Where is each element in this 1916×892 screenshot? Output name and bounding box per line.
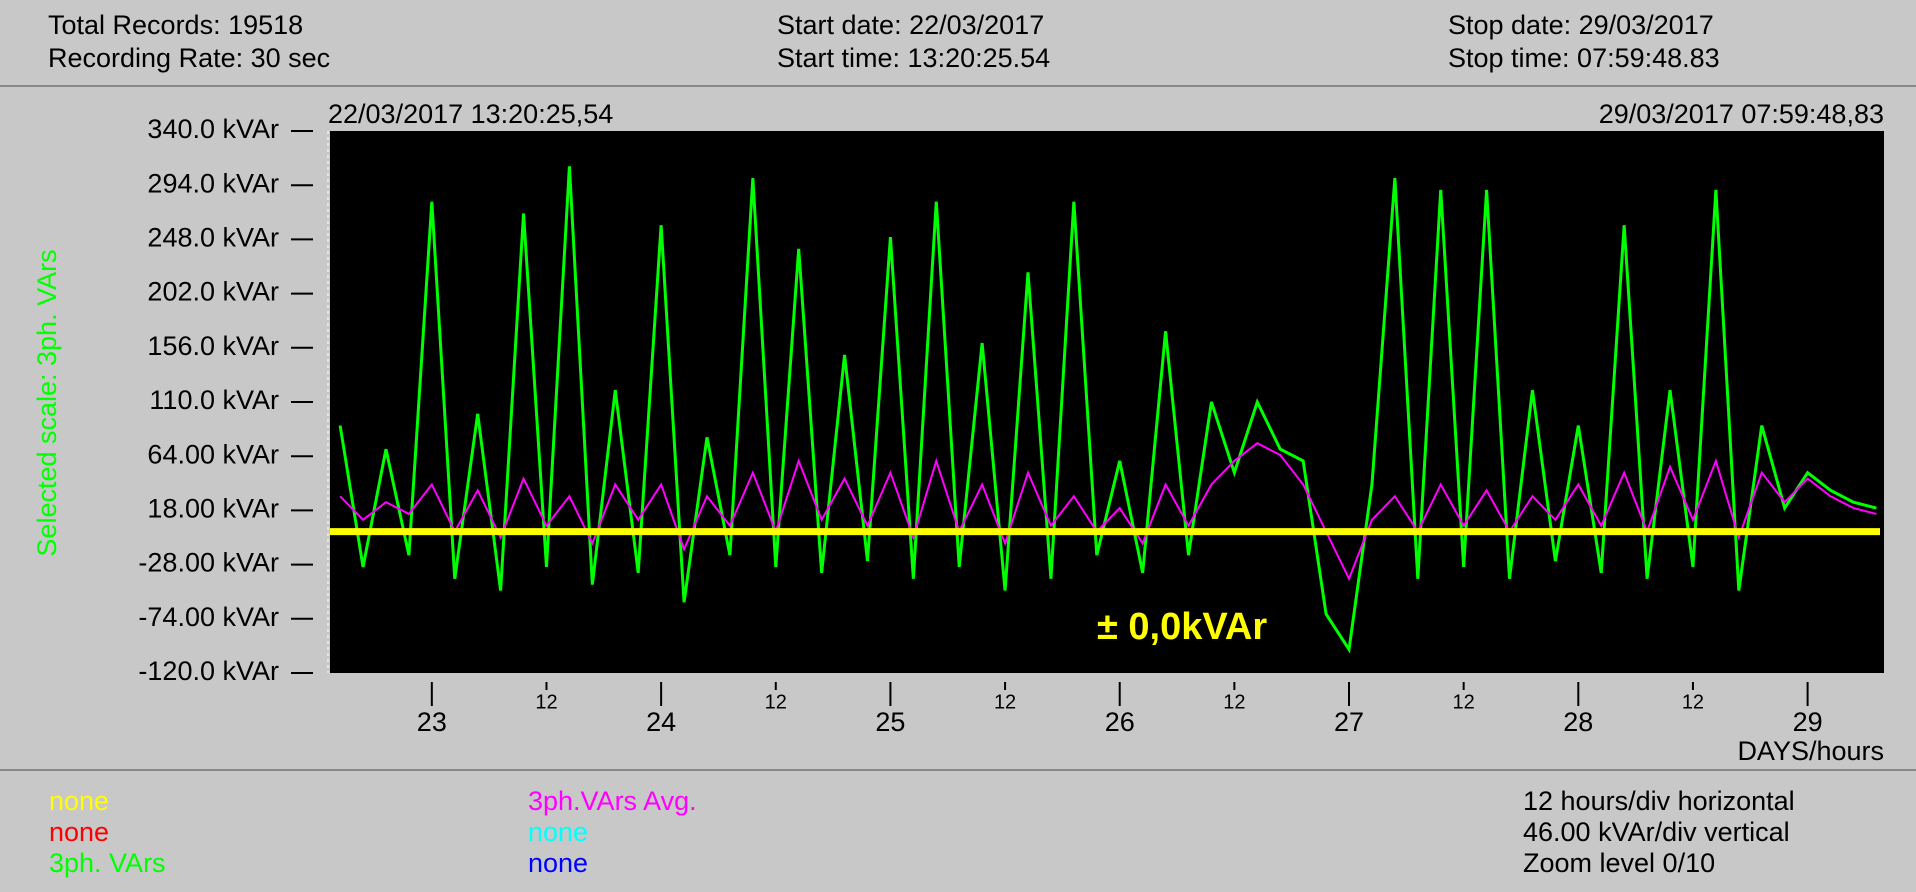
y-tick-label: -120.0 kVAr (138, 656, 279, 686)
y-axis-label: Selected scale: 3ph. VArs (32, 249, 62, 556)
y-tick-label: -28.00 kVAr (138, 548, 279, 578)
scale-info: 12 hours/div horizontal (1523, 786, 1795, 816)
x-tick-hour: 12 (1223, 691, 1245, 713)
y-tick-label: 294.0 kVAr (147, 168, 279, 198)
legend-entry: none (528, 848, 588, 878)
series-line (338, 166, 1877, 654)
start-time: Start time: 13:20:25.54 (777, 43, 1050, 73)
y-tick-label: 340.0 kVAr (147, 114, 279, 144)
x-tick-hour: 12 (1453, 691, 1475, 713)
y-tick-label: 64.00 kVAr (147, 439, 279, 469)
recording-rate: Recording Rate: 30 sec (48, 43, 330, 73)
legend-entry: 3ph. VArs (49, 848, 166, 878)
start-date: Start date: 22/03/2017 (777, 10, 1044, 40)
x-tick-day: 23 (417, 707, 447, 737)
legend-entry: none (528, 817, 588, 847)
x-tick-day: 25 (875, 707, 905, 737)
end-label: 29/03/2017 07:59:48,83 (1599, 99, 1884, 129)
x-tick-day: 24 (646, 707, 676, 737)
x-tick-day: 29 (1793, 707, 1823, 737)
y-tick-label: 110.0 kVAr (149, 385, 279, 415)
stop-date: Stop date: 29/03/2017 (1448, 10, 1714, 40)
total-records: Total Records: 19518 (48, 10, 303, 40)
y-tick-label: 202.0 kVAr (147, 277, 279, 307)
x-tick-hour: 12 (994, 691, 1016, 713)
x-tick-hour: 12 (765, 691, 787, 713)
stop-time: Stop time: 07:59:48.83 (1448, 43, 1720, 73)
x-tick-hour: 12 (535, 691, 557, 713)
legend-entry: none (49, 786, 109, 816)
legend-entry: 3ph.VArs Avg. (528, 786, 697, 816)
x-tick-day: 26 (1105, 707, 1135, 737)
x-tick-day: 27 (1334, 707, 1364, 737)
y-tick-label: 156.0 kVAr (147, 331, 279, 361)
x-axis-label: DAYS/hours (1737, 736, 1884, 766)
scale-info: Zoom level 0/10 (1523, 848, 1715, 878)
y-tick-label: -74.00 kVAr (138, 602, 279, 632)
annotation: ± 0,0kVAr (1097, 606, 1267, 648)
scale-info: 46.00 kVAr/div vertical (1523, 817, 1790, 847)
y-tick-label: 248.0 kVAr (147, 223, 279, 253)
x-tick-day: 28 (1563, 707, 1593, 737)
start-label: 22/03/2017 13:20:25,54 (328, 99, 613, 129)
plot-area (330, 131, 1884, 673)
legend-entry: none (49, 817, 109, 847)
y-tick-label: 18.00 kVAr (147, 494, 279, 524)
x-tick-hour: 12 (1682, 691, 1704, 713)
